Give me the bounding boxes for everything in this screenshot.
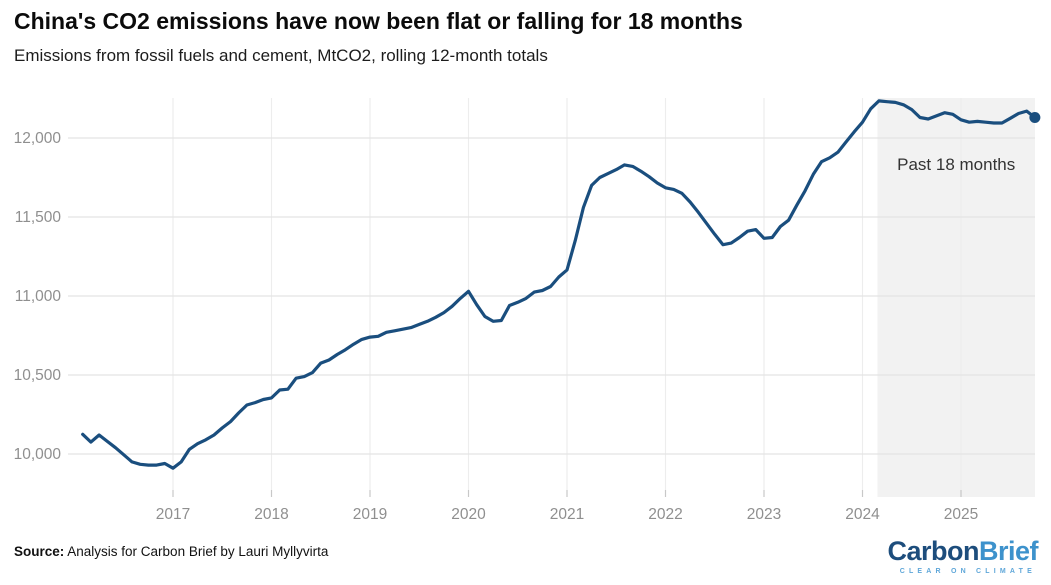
past-18-months-region xyxy=(877,98,1035,497)
chart-subtitle: Emissions from fossil fuels and cement, … xyxy=(14,46,548,65)
y-axis-tick-label: 12,000 xyxy=(14,130,62,147)
logo-tagline: CLEAR ON CLIMATE xyxy=(899,568,1036,575)
logo-brief: Brief xyxy=(978,536,1039,566)
y-axis-tick-label: 10,000 xyxy=(14,446,62,463)
chart-title: China's CO2 emissions have now been flat… xyxy=(14,8,743,34)
carbonbrief-logo[interactable]: CarbonBrief CLEAR ON CLIMATE xyxy=(887,536,1039,576)
source-label: Source: xyxy=(14,544,65,559)
y-axis-tick-label: 11,500 xyxy=(15,209,62,226)
y-axis-tick-label: 10,500 xyxy=(14,367,62,384)
emissions-line[interactable] xyxy=(81,99,1037,470)
x-axis-tick-label: 2019 xyxy=(353,506,387,523)
x-axis-tick-label: 2020 xyxy=(451,506,486,523)
y-axis-tick-label: 11,000 xyxy=(15,288,62,305)
x-axis-tick-label: 2021 xyxy=(550,506,584,523)
source-line: Source: Analysis for Carbon Brief by Lau… xyxy=(14,544,328,559)
x-axis-tick-label: 2024 xyxy=(845,506,880,523)
x-axis-tick-label: 2022 xyxy=(648,506,682,523)
logo-carbon: Carbon xyxy=(887,536,979,566)
source-text: Analysis for Carbon Brief by Lauri Mylly… xyxy=(64,544,329,559)
x-axis-tick-label: 2023 xyxy=(747,506,781,523)
past-18-months-label: Past 18 months xyxy=(897,155,1015,174)
x-axis-tick-label: 2025 xyxy=(944,506,978,523)
x-axis-tick-label: 2017 xyxy=(156,506,190,523)
latest-point-marker[interactable] xyxy=(1029,111,1041,123)
x-axis-tick-label: 2018 xyxy=(254,506,288,523)
